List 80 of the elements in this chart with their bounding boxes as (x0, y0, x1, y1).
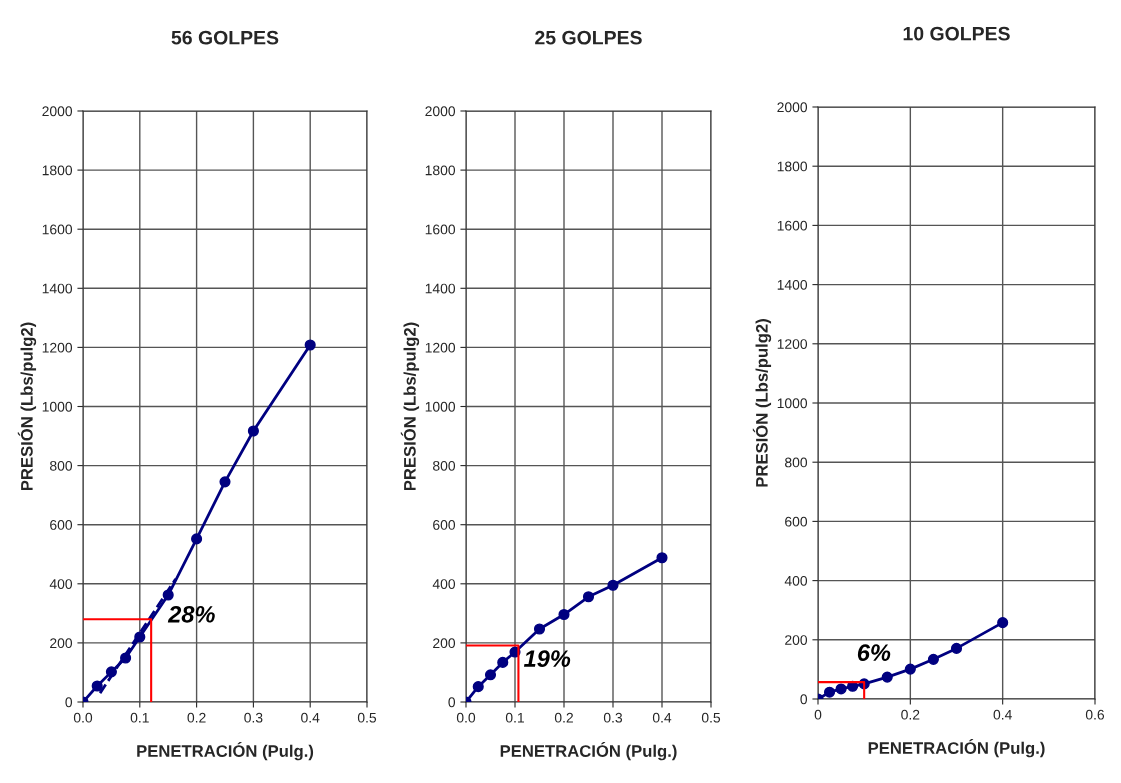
y-tick-label: 400 (784, 575, 808, 586)
point (191, 533, 203, 545)
y-tick-label: 800 (50, 460, 73, 471)
point (927, 653, 939, 665)
y-axis-title: PRESIÓN (Lbs/pulg2) (752, 319, 772, 487)
y-tick-label: 1400 (777, 279, 808, 290)
chart-title: 56 GOLPES (171, 30, 279, 45)
y-tick-label: 800 (433, 460, 456, 471)
y-tick-label: 2000 (777, 102, 808, 113)
x-tick-label: 0.3 (603, 712, 623, 723)
y-tick-label: 2000 (425, 106, 456, 117)
y-tick-label: 2000 (42, 106, 73, 117)
y-tick-label: 200 (50, 638, 73, 649)
y-tick-label: 1000 (777, 398, 808, 409)
x-tick-label: 0.4 (993, 709, 1012, 720)
y-tick-label: 1600 (425, 224, 456, 235)
y-tick-label: 800 (785, 457, 808, 468)
x-tick-label: 0.2 (554, 712, 573, 723)
point (881, 671, 893, 683)
point (247, 425, 259, 437)
annotation: 19% (523, 650, 571, 667)
y-tick-label: 1000 (42, 401, 73, 412)
y-tick-label: 600 (785, 516, 808, 527)
point (91, 680, 103, 692)
point (582, 591, 595, 603)
y-tick-label: 1800 (42, 165, 73, 176)
point (607, 579, 619, 591)
point (950, 642, 963, 654)
x-tick-label: 0.0 (73, 712, 93, 723)
point (304, 339, 316, 351)
point (823, 686, 836, 698)
x-tick-label: 0 (814, 709, 822, 720)
point (656, 552, 668, 564)
x-axis-title: PENETRACIÓN (Pulg.) (500, 742, 677, 761)
x-axis-title: PENETRACIÓN (Pulg.) (137, 742, 314, 761)
y-axis-title: PRESIÓN (Lbs/pulg2) (400, 322, 420, 491)
y-tick-label: 0 (448, 697, 456, 708)
y-tick-label: 1000 (425, 401, 456, 412)
y-tick-label: 1200 (777, 339, 808, 349)
point (835, 683, 847, 695)
y-tick-label: 1600 (777, 220, 808, 231)
x-axis-title: PENETRACIÓN (Pulg.) (868, 739, 1045, 758)
y-tick-label: 1800 (425, 165, 456, 176)
x-tick-label: 0.2 (901, 709, 920, 720)
x-tick-label: 0.3 (244, 712, 263, 723)
x-tick-label: 0.5 (357, 712, 377, 723)
y-tick-label: 1600 (42, 224, 73, 235)
point (904, 663, 916, 675)
y-tick-label: 0 (65, 697, 73, 708)
x-tick-label: 0.5 (701, 712, 721, 723)
point (533, 623, 546, 635)
annotation: 6% (857, 644, 891, 661)
chart-title: 10 GOLPES (903, 26, 1010, 41)
y-tick-label: 1400 (425, 283, 456, 294)
x-tick-label: 0.4 (301, 712, 320, 723)
point (484, 669, 497, 681)
y-tick-label: 200 (433, 638, 456, 649)
point (997, 617, 1009, 629)
y-tick-label: 600 (50, 520, 73, 530)
point (219, 476, 231, 488)
y-tick-label: 1200 (425, 342, 456, 353)
x-tick-label: 0.6 (1085, 709, 1105, 720)
x-tick-label: 0.2 (187, 712, 206, 723)
y-tick-label: 1400 (42, 283, 73, 294)
x-tick-label: 0.1 (505, 712, 524, 723)
point (558, 608, 570, 621)
y-tick-label: 1800 (777, 161, 808, 172)
y-tick-label: 400 (49, 579, 73, 589)
x-tick-label: 0.1 (130, 712, 149, 723)
point (472, 681, 484, 693)
y-tick-label: 400 (432, 579, 456, 589)
x-tick-label: 0.0 (456, 712, 476, 723)
y-tick-label: 1200 (42, 342, 73, 353)
y-axis-title: PRESIÓN (Lbs/pulg2) (17, 322, 37, 491)
y-tick-label: 600 (433, 520, 456, 530)
x-tick-label: 0.4 (652, 712, 672, 723)
y-tick-label: 200 (785, 635, 808, 645)
point (497, 656, 509, 668)
chart-title: 25 GOLPES (535, 30, 642, 45)
y-tick-label: 0 (800, 694, 808, 705)
